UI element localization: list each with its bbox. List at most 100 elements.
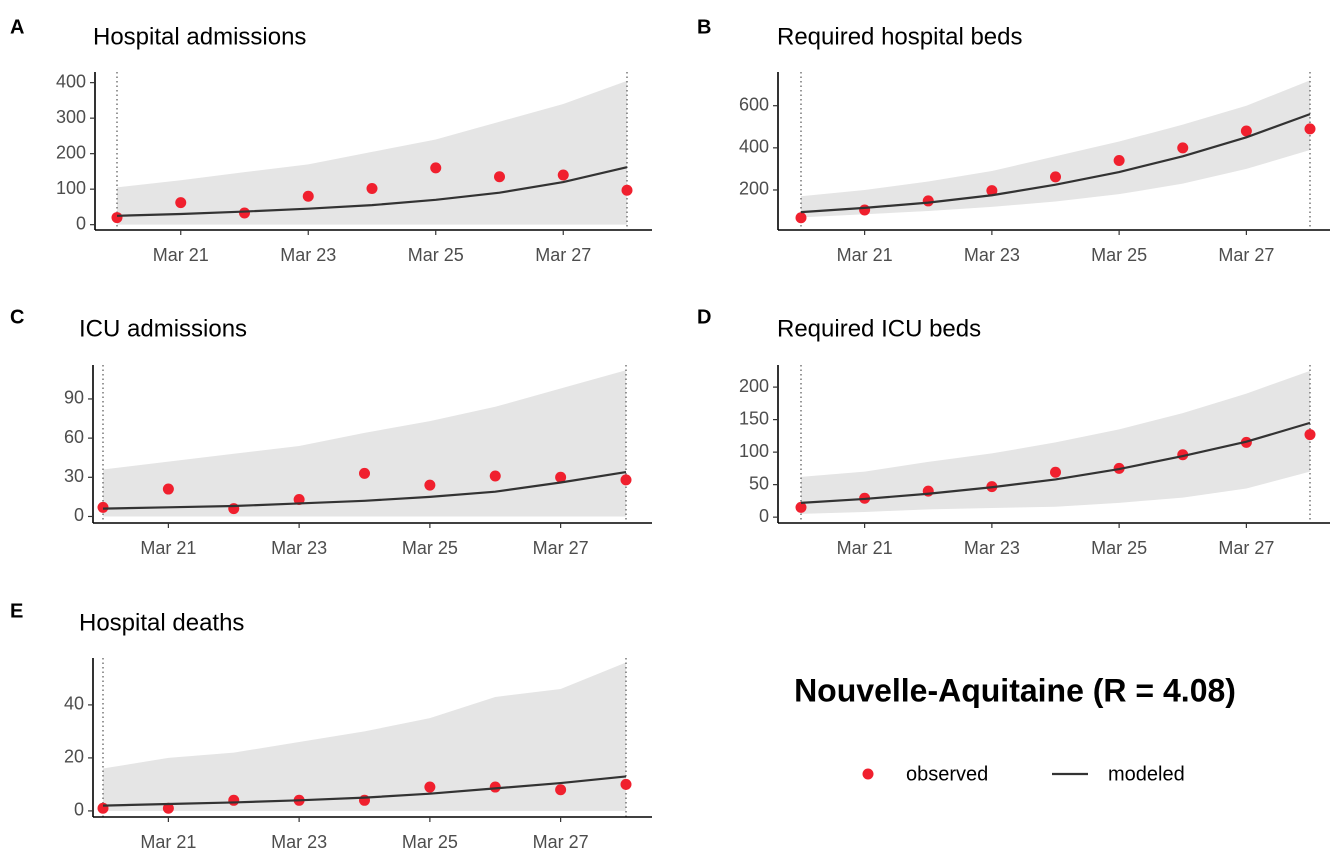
observed-point — [489, 470, 501, 482]
x-tick-label: Mar 27 — [535, 245, 591, 265]
x-tick-label: Mar 25 — [1091, 538, 1147, 558]
observed-point — [97, 802, 109, 814]
modeled-line — [102, 775, 627, 807]
x-tick-label: Mar 23 — [271, 832, 327, 852]
observed-point — [859, 204, 871, 216]
observed-point — [1177, 142, 1189, 154]
x-tick-label: Mar 23 — [280, 245, 336, 265]
x-tick-label: Mar 25 — [402, 832, 458, 852]
x-tick-label: Mar 21 — [140, 538, 196, 558]
observed-point — [1050, 466, 1061, 478]
observed-point — [620, 778, 632, 790]
observed-point — [795, 501, 807, 513]
modeled-line — [102, 470, 627, 510]
observed-point — [175, 197, 187, 209]
y-tick-label: 0 — [74, 505, 84, 525]
y-tick-label: 100 — [739, 441, 769, 461]
panel-letter: B — [697, 16, 711, 38]
observed-point — [239, 207, 250, 219]
y-tick-label: 60 — [64, 427, 84, 447]
observed-point — [366, 182, 378, 194]
panel-title: Hospital admissions — [93, 23, 306, 50]
y-tick-label: 40 — [64, 694, 84, 714]
observed-point — [302, 190, 314, 202]
x-tick-label: Mar 27 — [533, 538, 589, 558]
y-tick-label: 400 — [739, 137, 769, 157]
observed-point — [1304, 123, 1316, 135]
observed-point — [162, 802, 174, 814]
observed-point — [1304, 429, 1316, 441]
x-tick-label: Mar 23 — [964, 245, 1020, 265]
y-tick-label: 600 — [739, 94, 769, 114]
y-tick-label: 150 — [739, 408, 769, 428]
observed-point — [922, 195, 934, 207]
x-tick-label: Mar 27 — [1218, 538, 1274, 558]
observed-point — [555, 784, 567, 796]
x-tick-label: Mar 21 — [140, 832, 196, 852]
x-tick-label: Mar 23 — [271, 538, 327, 558]
y-tick-label: 0 — [759, 506, 769, 526]
panel-title: Hospital deaths — [79, 609, 244, 636]
panel-title: Required ICU beds — [777, 315, 981, 342]
observed-point — [986, 185, 998, 197]
y-tick-label: 0 — [76, 213, 86, 233]
observed-point — [97, 501, 109, 513]
observed-point — [424, 479, 436, 491]
x-tick-label: Mar 25 — [402, 538, 458, 558]
observed-point — [359, 467, 370, 479]
y-tick-label: 90 — [64, 388, 84, 408]
panel-letter: C — [10, 306, 24, 328]
y-tick-label: 200 — [739, 376, 769, 396]
uncertainty-band — [117, 80, 627, 225]
legend-label: observed — [906, 763, 988, 785]
observed-point — [795, 212, 807, 224]
panel-letter: E — [10, 600, 23, 622]
x-tick-label: Mar 25 — [408, 245, 464, 265]
legend-point — [862, 768, 874, 780]
observed-point — [555, 471, 567, 483]
observed-point — [620, 474, 632, 486]
y-tick-label: 20 — [64, 747, 84, 767]
modeled-line — [800, 421, 1311, 504]
observed-point — [557, 169, 569, 181]
x-tick-label: Mar 27 — [1218, 245, 1274, 265]
observed-point — [111, 212, 123, 224]
observed-point — [1113, 154, 1125, 166]
observed-point — [430, 162, 442, 174]
observed-point — [162, 483, 174, 495]
panel-letter: D — [697, 306, 711, 328]
observed-point — [1050, 171, 1061, 183]
y-tick-label: 200 — [56, 142, 86, 162]
y-tick-label: 300 — [56, 107, 86, 127]
y-tick-label: 0 — [74, 800, 84, 820]
uncertainty-band — [103, 370, 626, 517]
x-tick-label: Mar 21 — [153, 245, 209, 265]
observed-point — [621, 184, 633, 196]
x-tick-label: Mar 23 — [964, 538, 1020, 558]
uncertainty-band — [801, 80, 1310, 218]
figure-title: Nouvelle-Aquitaine (R = 4.08) — [794, 672, 1236, 708]
x-tick-label: Mar 21 — [837, 538, 893, 558]
x-tick-label: Mar 25 — [1091, 245, 1147, 265]
panel-letter: A — [10, 16, 24, 38]
modeled-line — [116, 166, 628, 217]
panel-title: Required hospital beds — [777, 23, 1023, 50]
y-tick-label: 200 — [739, 179, 769, 199]
legend-label: modeled — [1108, 763, 1185, 785]
uncertainty-band — [801, 370, 1310, 514]
uncertainty-band — [103, 662, 626, 811]
observed-point — [424, 781, 436, 793]
observed-point — [494, 171, 505, 183]
modeled-line — [800, 113, 1311, 214]
y-tick-label: 100 — [56, 178, 86, 198]
observed-point — [1240, 125, 1252, 137]
y-tick-label: 30 — [64, 466, 84, 486]
x-tick-label: Mar 21 — [837, 245, 893, 265]
x-tick-label: Mar 27 — [533, 832, 589, 852]
y-tick-label: 50 — [749, 473, 769, 493]
panel-title: ICU admissions — [79, 315, 247, 342]
y-tick-label: 400 — [56, 71, 86, 91]
observed-point — [228, 794, 240, 806]
